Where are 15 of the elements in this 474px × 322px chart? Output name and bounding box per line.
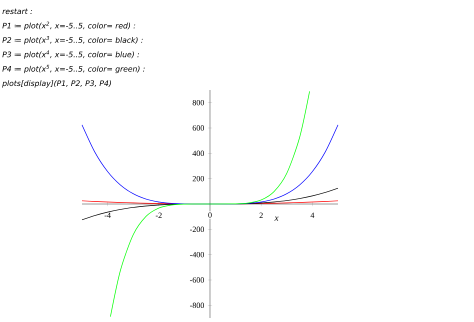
line-series [110,90,310,318]
x-tick-label: -2 [156,212,162,218]
y-tick-label: -600 [190,277,204,283]
y-tick-label: -400 [190,252,204,258]
y-tick-label: 200 [192,176,204,182]
y-tick-label: 800 [192,100,204,106]
x-tick-label: 0 [208,212,212,218]
x-tick-label: -4 [104,212,111,218]
x-axis-title: x [274,216,278,221]
y-tick-label: -200 [190,226,204,232]
x-tick-label: 4 [310,212,314,218]
y-tick-label: -800 [190,302,204,308]
x-tick-label: 2 [260,212,263,218]
y-tick-label: 600 [192,125,204,131]
y-tick-label: 400 [192,150,204,156]
